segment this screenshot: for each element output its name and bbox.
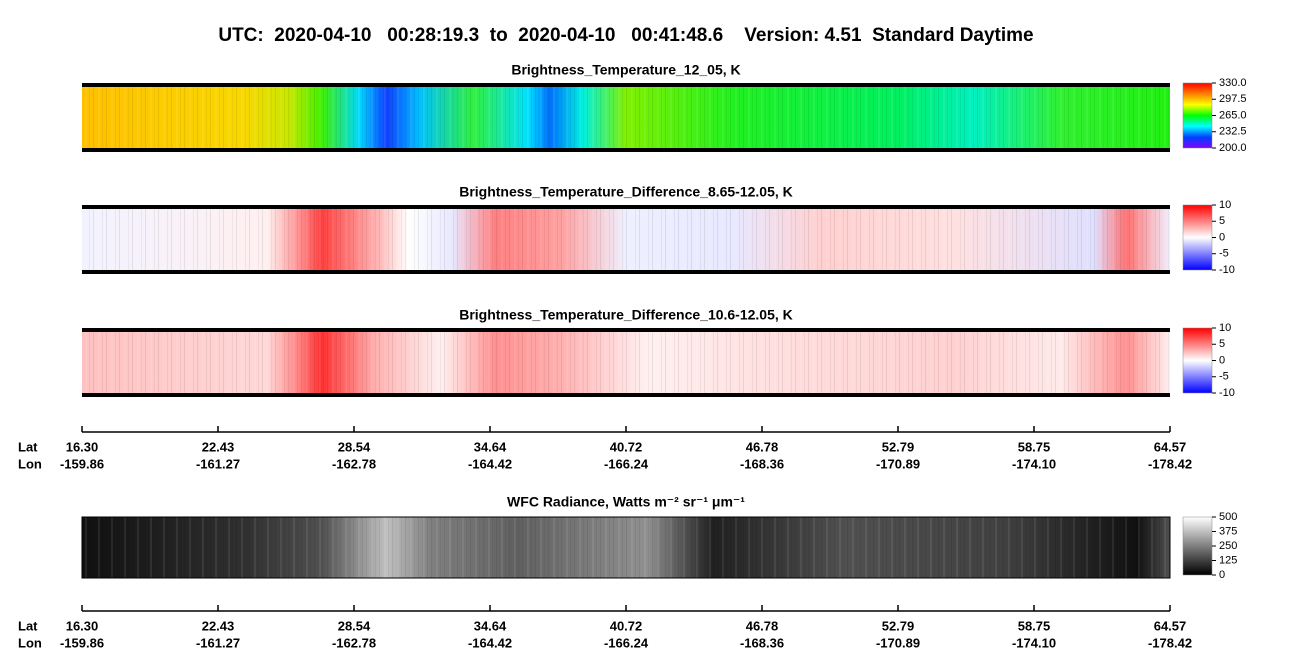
colorbar-tick-label: 297.5 xyxy=(1219,93,1247,105)
lon-label: -174.10 xyxy=(1012,456,1056,471)
strip-edge xyxy=(82,270,1170,274)
strip-border xyxy=(81,516,1171,579)
strip-edge xyxy=(82,148,1170,152)
colorbar xyxy=(1182,516,1213,576)
colorbar-tick-label: 0 xyxy=(1219,354,1225,366)
strip-edge xyxy=(82,393,1170,397)
lat-label: 46.78 xyxy=(746,618,779,633)
lat-label: 58.75 xyxy=(1018,618,1051,633)
lon-label: -164.42 xyxy=(468,635,512,650)
lon-label: -174.10 xyxy=(1012,635,1056,650)
lat-label: 28.54 xyxy=(338,439,371,454)
colorbar xyxy=(1182,82,1213,149)
colorbar-tick-label: 0 xyxy=(1219,231,1225,243)
axis-row-label: Lon xyxy=(18,456,42,471)
strip-edge xyxy=(82,83,1170,87)
colorbar-tick-label: 10 xyxy=(1219,322,1231,334)
lon-label: -161.27 xyxy=(196,635,240,650)
lon-label: -166.24 xyxy=(604,456,649,471)
lon-label: -168.36 xyxy=(740,635,784,650)
colorbar-tick-label: 125 xyxy=(1219,554,1237,566)
lat-label: 58.75 xyxy=(1018,439,1051,454)
axis-row-label: Lat xyxy=(18,618,38,633)
colorbar-tick-label: 250 xyxy=(1219,540,1237,552)
lon-label: -159.86 xyxy=(60,456,104,471)
panel-title: WFC Radiance, Watts m⁻² sr⁻¹ μm⁻¹ xyxy=(507,494,745,510)
lon-label: -178.42 xyxy=(1148,635,1192,650)
colorbar-tick-label: 232.5 xyxy=(1219,126,1247,138)
lon-label: -159.86 xyxy=(60,635,104,650)
colorbar xyxy=(1182,204,1213,271)
lon-label: -162.78 xyxy=(332,635,376,650)
lon-label: -168.36 xyxy=(740,456,784,471)
axis-row-label: Lon xyxy=(18,635,42,650)
lat-label: 22.43 xyxy=(202,618,235,633)
colorbar-tick-label: -10 xyxy=(1219,387,1235,399)
colorbar-tick-label: 10 xyxy=(1219,199,1231,211)
lon-label: -164.42 xyxy=(468,456,512,471)
colorbar-tick-label: -10 xyxy=(1219,264,1235,276)
lon-label: -161.27 xyxy=(196,456,240,471)
colorbar-tick-label: 0 xyxy=(1219,569,1225,581)
lon-label: -166.24 xyxy=(604,635,649,650)
lat-label: 64.57 xyxy=(1154,618,1187,633)
image-texture xyxy=(82,85,1170,150)
axis-row-label: Lat xyxy=(18,439,38,454)
lat-label: 46.78 xyxy=(746,439,779,454)
header: UTC: 2020-04-10 00:28:19.3 to 2020-04-10… xyxy=(218,25,1033,46)
colorbar-tick-label: 330.0 xyxy=(1219,77,1247,89)
lat-label: 40.72 xyxy=(610,618,643,633)
lat-label: 22.43 xyxy=(202,439,235,454)
panel-title: Brightness_Temperature_Difference_8.65-1… xyxy=(459,184,793,200)
colorbar-tick-label: -5 xyxy=(1219,371,1229,383)
colorbar-tick-label: 500 xyxy=(1219,511,1237,523)
lat-label: 64.57 xyxy=(1154,439,1187,454)
lat-label: 52.79 xyxy=(882,618,915,633)
strip-edge xyxy=(82,328,1170,332)
lon-label: -170.89 xyxy=(876,456,920,471)
image-texture xyxy=(82,517,1170,578)
lat-label: 40.72 xyxy=(610,439,643,454)
colorbar-tick-label: 5 xyxy=(1219,215,1225,227)
colorbar-tick-label: 375 xyxy=(1219,525,1237,537)
lon-label: -170.89 xyxy=(876,635,920,650)
colorbar-tick-label: 5 xyxy=(1219,338,1225,350)
lat-label: 34.64 xyxy=(474,439,507,454)
lat-label: 16.30 xyxy=(66,618,99,633)
colorbar-tick-label: 265.0 xyxy=(1219,109,1247,121)
lat-label: 52.79 xyxy=(882,439,915,454)
panel-title: Brightness_Temperature_12_05, K xyxy=(511,62,740,78)
lat-label: 34.64 xyxy=(474,618,507,633)
image-texture xyxy=(82,330,1170,395)
lon-label: -178.42 xyxy=(1148,456,1192,471)
colorbar xyxy=(1182,327,1213,394)
image-texture xyxy=(82,207,1170,272)
lat-label: 16.30 xyxy=(66,439,99,454)
lat-label: 28.54 xyxy=(338,618,371,633)
lon-label: -162.78 xyxy=(332,456,376,471)
panel-title: Brightness_Temperature_Difference_10.6-1… xyxy=(459,307,793,323)
colorbar-tick-label: 200.0 xyxy=(1219,142,1247,154)
colorbar-tick-label: -5 xyxy=(1219,248,1229,260)
strip-edge xyxy=(82,205,1170,209)
